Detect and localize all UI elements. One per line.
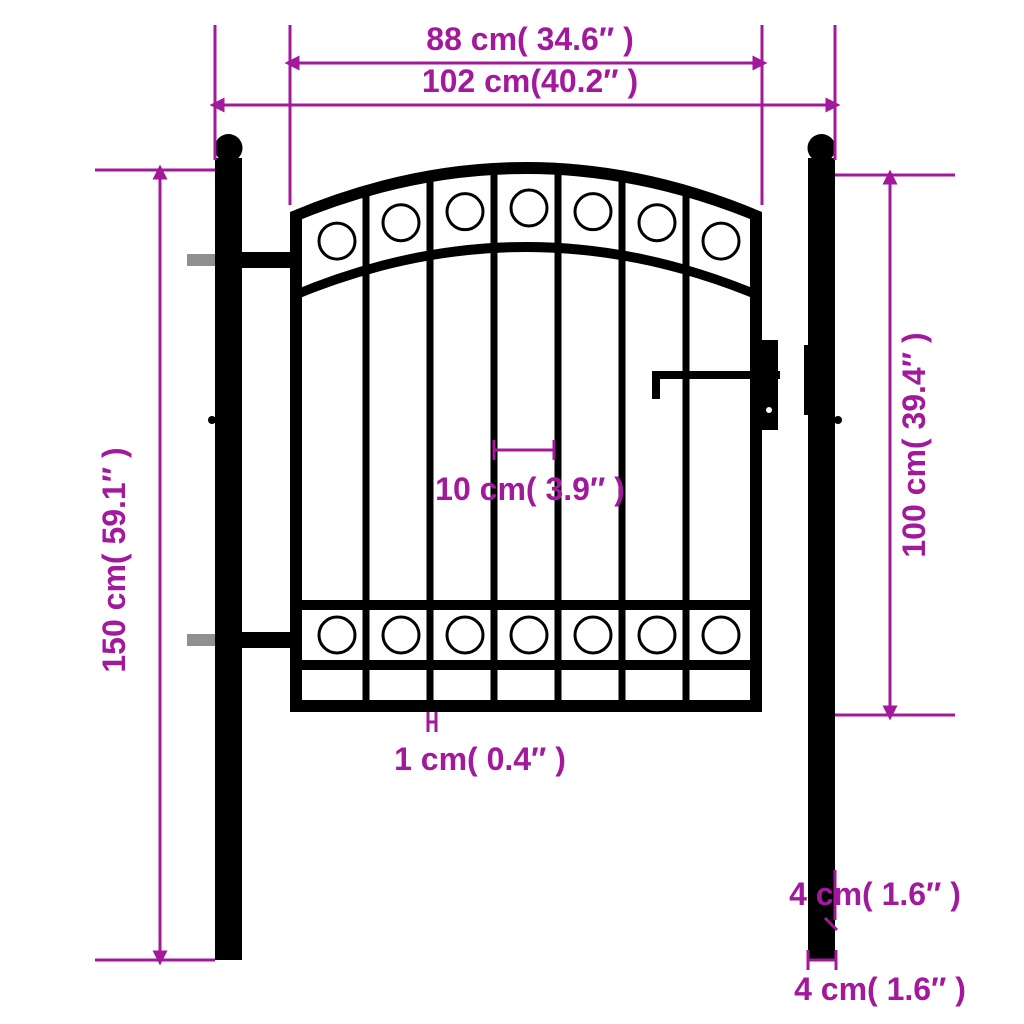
scroll-ornament bbox=[703, 617, 739, 653]
scroll-ornament bbox=[639, 205, 675, 241]
arch-rail bbox=[290, 242, 762, 302]
scroll-ornament bbox=[383, 617, 419, 653]
lock-plate bbox=[760, 340, 778, 430]
bottom-rail bbox=[290, 700, 762, 712]
scroll-ornament bbox=[639, 617, 675, 653]
handle-bar bbox=[652, 371, 780, 379]
vertical-bar bbox=[555, 169, 562, 712]
arch-rail bbox=[290, 162, 762, 224]
panel-upright-right bbox=[750, 212, 762, 712]
scroll-ornament bbox=[447, 617, 483, 653]
scroll-ornament bbox=[319, 223, 355, 259]
scroll-ornament bbox=[511, 190, 547, 226]
hinge bbox=[187, 254, 215, 266]
hinge bbox=[187, 634, 215, 646]
dimension-label: 88 cm( 34.6″ ) bbox=[426, 21, 633, 57]
dimension-label: 10 cm( 3.9″ ) bbox=[435, 471, 625, 507]
gate-diagram bbox=[187, 134, 842, 960]
vertical-bar bbox=[363, 191, 370, 712]
vertical-bar bbox=[683, 191, 690, 712]
scroll-ornament bbox=[575, 617, 611, 653]
dimension-label: 4 cm( 1.6″ ) bbox=[789, 876, 961, 912]
scroll-ornament bbox=[319, 617, 355, 653]
gate-post bbox=[808, 158, 835, 960]
panel-upright-left bbox=[290, 212, 302, 712]
dimension-label: 100 cm( 39.4″ ) bbox=[896, 332, 932, 557]
dimension-label: 1 cm( 0.4″ ) bbox=[394, 741, 566, 777]
scroll-ornament bbox=[575, 194, 611, 230]
gate-post bbox=[215, 158, 242, 960]
scroll-ornament bbox=[703, 223, 739, 259]
dimension-label: 4 cm( 1.6″ ) bbox=[794, 971, 966, 1007]
scroll-ornament bbox=[447, 194, 483, 230]
dimension-label: 102 cm(40.2″ ) bbox=[422, 63, 638, 99]
vertical-bar bbox=[427, 176, 434, 712]
dimension-label: 150 cm( 59.1″ ) bbox=[96, 447, 132, 672]
scroll-ornament bbox=[383, 205, 419, 241]
scroll-ornament bbox=[511, 617, 547, 653]
vertical-bar bbox=[619, 176, 626, 712]
